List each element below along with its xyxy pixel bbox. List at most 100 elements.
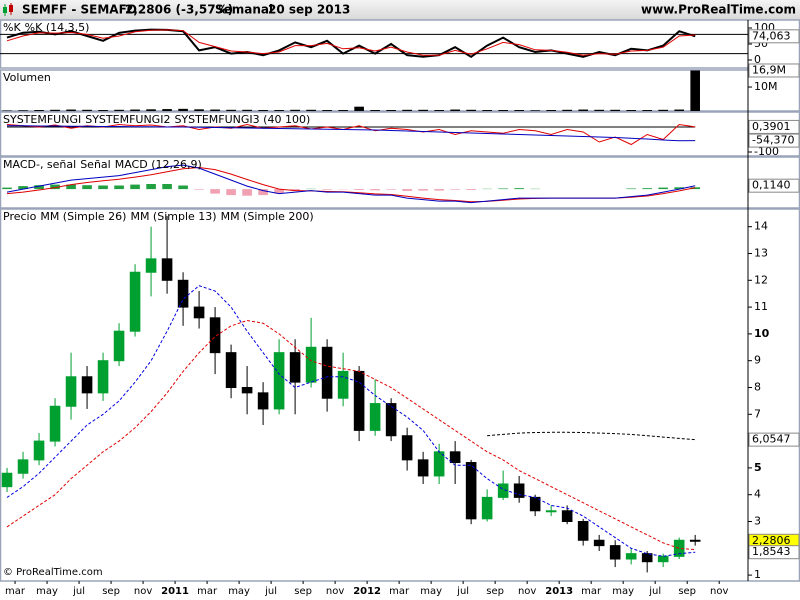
bar bbox=[466, 109, 476, 111]
candle-body bbox=[321, 346, 333, 399]
candle-body bbox=[433, 451, 445, 477]
value-label: -54,370 bbox=[752, 134, 794, 147]
bar bbox=[610, 109, 620, 111]
quote: 2,2806 (-3,57%) bbox=[125, 3, 233, 17]
bar bbox=[258, 110, 268, 111]
x-tick-label: nov bbox=[518, 586, 536, 597]
x-tick-label: jul bbox=[264, 586, 277, 597]
value-label: 2,2806 bbox=[752, 534, 791, 547]
candle-body bbox=[337, 370, 349, 399]
bar bbox=[114, 109, 124, 111]
legend-label: %K bbox=[3, 21, 21, 34]
bar bbox=[514, 110, 524, 111]
candle-body bbox=[513, 483, 525, 498]
legend-label: MM (Simple 13) bbox=[130, 210, 216, 223]
bar bbox=[34, 110, 44, 111]
bar bbox=[306, 109, 316, 111]
bar bbox=[674, 187, 684, 190]
candle-body bbox=[593, 539, 605, 547]
x-tick-label: 2011 bbox=[161, 586, 189, 597]
x-tick-label: sep bbox=[294, 586, 312, 597]
header-bar bbox=[0, 0, 800, 20]
candle-body bbox=[305, 346, 317, 383]
x-tick-label: may bbox=[612, 586, 634, 597]
bar bbox=[626, 188, 636, 190]
bar bbox=[178, 185, 188, 190]
legend-label: Volumen bbox=[3, 71, 51, 84]
bar bbox=[242, 189, 252, 196]
y-tick-label: 10M bbox=[754, 80, 778, 93]
x-tick-label: sep bbox=[102, 586, 120, 597]
copyright: © ProRealTime.com bbox=[3, 567, 103, 578]
y-tick-label: 1 bbox=[754, 568, 761, 581]
legend-label: MACD-, señal bbox=[3, 158, 76, 171]
x-tick-label: may bbox=[228, 586, 250, 597]
bar bbox=[226, 189, 236, 196]
bar bbox=[210, 109, 220, 111]
bar bbox=[146, 109, 156, 111]
candle-body bbox=[65, 376, 77, 407]
bar bbox=[690, 70, 700, 111]
bar bbox=[194, 109, 204, 111]
value-box bbox=[748, 119, 800, 134]
candle-body bbox=[225, 352, 237, 388]
x-tick-label: 2012 bbox=[353, 586, 381, 597]
bar bbox=[402, 109, 412, 111]
bar bbox=[66, 109, 76, 111]
panel: 1234567891011121314marmayjulsepnov2011ma… bbox=[1, 210, 770, 597]
bar bbox=[418, 189, 428, 191]
bar bbox=[674, 109, 684, 111]
site: www.ProRealTime.com bbox=[641, 3, 796, 17]
x-tick-label: nov bbox=[710, 586, 728, 597]
candle-body bbox=[417, 459, 429, 477]
value-label: 1,8543 bbox=[752, 545, 791, 558]
candle-body bbox=[401, 435, 413, 461]
bar bbox=[18, 110, 28, 111]
candle-body bbox=[113, 330, 125, 362]
y-tick-label: 8 bbox=[754, 380, 761, 393]
panel: 10M Volumen bbox=[2, 70, 778, 111]
legend-label: MACD (12,26,9) bbox=[115, 158, 202, 171]
bar bbox=[546, 110, 556, 111]
candle-body bbox=[273, 352, 285, 410]
bar bbox=[386, 110, 396, 111]
bar bbox=[386, 189, 396, 190]
bar bbox=[162, 109, 172, 111]
candle-body bbox=[577, 521, 589, 541]
candle-body bbox=[129, 271, 141, 332]
y-tick-label: 14 bbox=[754, 220, 768, 233]
bar bbox=[210, 189, 220, 194]
bar bbox=[642, 188, 652, 190]
bar bbox=[690, 187, 700, 190]
bar bbox=[290, 189, 300, 191]
candle-body bbox=[385, 403, 397, 437]
bar bbox=[418, 109, 428, 111]
y-tick-label: 11 bbox=[754, 300, 768, 313]
bar bbox=[642, 110, 652, 111]
y-tick-label: 3 bbox=[754, 515, 761, 528]
bar bbox=[594, 109, 604, 111]
panel-frames bbox=[0, 19, 800, 582]
bar bbox=[50, 184, 60, 190]
series-line bbox=[6, 164, 696, 204]
series-line bbox=[6, 28, 696, 58]
app-icon bbox=[3, 3, 13, 16]
legend-label: SYSTEMFUNGI bbox=[3, 113, 81, 126]
y-tick-label: 13 bbox=[754, 246, 768, 259]
candle-body bbox=[209, 317, 221, 354]
y-tick-label: 10 bbox=[754, 327, 770, 340]
candle-body bbox=[241, 386, 253, 394]
bar bbox=[162, 184, 172, 190]
bar bbox=[354, 106, 364, 111]
bar bbox=[402, 189, 412, 191]
candle-body bbox=[625, 553, 637, 560]
bar bbox=[274, 189, 284, 194]
x-tick-label: mar bbox=[581, 586, 602, 597]
series-line bbox=[6, 166, 696, 203]
bar bbox=[130, 109, 140, 111]
bar bbox=[562, 109, 572, 111]
bar bbox=[466, 189, 476, 190]
bar bbox=[450, 189, 460, 190]
